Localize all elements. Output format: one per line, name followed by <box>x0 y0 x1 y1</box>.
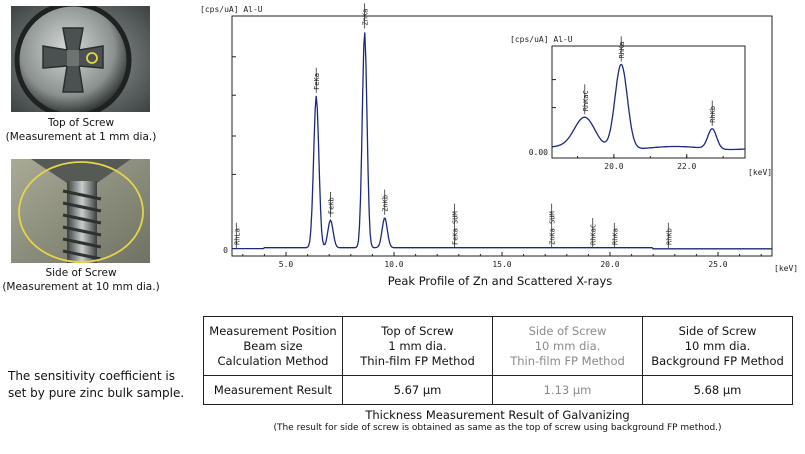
screw-top-photo <box>11 6 150 112</box>
main-spectrum-y-tick-label: 0 <box>223 246 228 255</box>
header-calculation-method: Calculation Method <box>217 353 329 368</box>
inset-spectrum-unit-label: [cps/uA] Al-U <box>510 35 573 44</box>
column-top-screw-thin-film: Top of Screw 1 mm dia. Thin-film FP Meth… <box>342 316 493 376</box>
column-side-screw-background: Side of Screw 10 mm dia. Background FP M… <box>642 316 793 376</box>
position-text: Side of Screw <box>528 323 607 338</box>
inset-spectrum-frame <box>551 45 746 159</box>
method-text: Thin-film FP Method <box>360 353 475 368</box>
beam-size-text: 10 mm dia. <box>534 338 601 353</box>
screw-top-caption-title: Top of Screw <box>47 117 115 129</box>
header-beam-size: Beam size <box>243 338 303 353</box>
peak-label: FeKb <box>327 197 335 214</box>
result-label-cell: Measurement Result <box>203 375 343 405</box>
peak-label: RhKa <box>618 42 626 59</box>
screw-top-caption-detail: (Measurement at 1 mm dia.) <box>5 131 157 143</box>
screw-side-caption-detail: (Measurement at 10 mm dia.) <box>2 281 160 293</box>
result-top-screw-thin-film: 5.67 μm <box>342 375 493 405</box>
beam-size-text: 1 mm dia. <box>388 338 447 353</box>
inset-spectrum-x-axis-label: [keV] <box>748 168 772 177</box>
inset-spectrum-x-tick-label: 22.0 <box>677 162 696 171</box>
table-row: Measurement Result 5.67 μm 1.13 μm 5.68 … <box>203 375 793 405</box>
header-measurement-position: Measurement Position <box>209 323 337 338</box>
peak-label: RhKaC <box>590 224 598 245</box>
position-text: Top of Screw <box>381 323 454 338</box>
main-spectrum-unit-label: [cps/uA] Al-U <box>200 5 263 14</box>
screw-top-caption: Top of Screw (Measurement at 1 mm dia.) <box>0 116 166 144</box>
inset-spectrum-y-tick-label: 0.00 <box>529 148 548 157</box>
main-spectrum-series-line <box>232 32 772 250</box>
method-text: Background FP Method <box>651 353 784 368</box>
main-spectrum-x-axis-label: [keV] <box>774 264 798 273</box>
peak-label: FeKa SUM <box>451 211 459 245</box>
peak-label: ZnKa <box>362 9 370 26</box>
table-row: Measurement Position Beam size Calculati… <box>203 316 793 376</box>
main-spectrum-x-tick-label: 20.0 <box>600 260 619 269</box>
sensitivity-note: The sensitivity coefficient is set by pu… <box>8 368 198 402</box>
main-spectrum-x-tick-label: 5.0 <box>279 260 294 269</box>
sensitivity-note-line-2: set by pure zinc bulk sample. <box>8 386 185 400</box>
xrf-spectrum-chart: [cps/uA] Al-U [keV] 5.0 10.0 15.0 20.0 25.0 0 Rh… <box>200 3 798 273</box>
main-spectrum-x-tick-label: 15.0 <box>492 260 511 269</box>
peak-label: RhKb <box>709 106 717 123</box>
column-side-screw-thin-film: Side of Screw 10 mm dia. Thin-film FP Me… <box>492 316 643 376</box>
inset-spectrum-x-tick-label: 20.0 <box>604 162 623 171</box>
chart-title: Peak Profile of Zn and Scattered X-rays <box>387 274 613 288</box>
sensitivity-note-line-1: The sensitivity coefficient is <box>8 369 176 383</box>
table-note: (The result for side of screw is obtaine… <box>273 423 722 433</box>
peak-label: RhLa <box>233 228 241 245</box>
peak-label: RhKb <box>665 228 673 245</box>
table-caption: Thickness Measurement Result of Galvaniz… <box>365 408 630 422</box>
main-spectrum-x-tick-label: 10.0 <box>384 260 403 269</box>
main-spectrum-x-tick-label: 25.0 <box>708 260 727 269</box>
result-side-screw-thin-film: 1.13 μm <box>492 375 643 405</box>
position-text: Side of Screw <box>678 323 757 338</box>
peak-label: ZnKb <box>382 195 390 212</box>
screw-side-caption: Side of Screw (Measurement at 10 mm dia.… <box>0 266 166 294</box>
inset-spectrum: [cps/uA] Al-U [keV] 20.0 22.0 0.00 RhKaC RhKa R… <box>510 35 772 177</box>
row-header-cell: Measurement Position Beam size Calculati… <box>203 316 343 376</box>
beam-size-text: 10 mm dia. <box>684 338 751 353</box>
screw-side-photo <box>11 159 150 263</box>
peak-label: RhKa <box>611 228 619 245</box>
peak-label: ZnKa SUM <box>549 211 557 245</box>
thickness-result-table: Measurement Position Beam size Calculati… <box>203 316 793 405</box>
result-side-screw-background: 5.68 μm <box>642 375 793 405</box>
peak-label: RhKaC <box>582 90 590 111</box>
screw-side-caption-title: Side of Screw <box>45 267 117 279</box>
inset-spectrum-series-line <box>552 63 745 151</box>
method-text: Thin-film FP Method <box>510 353 625 368</box>
peak-label: FeKa <box>313 73 321 90</box>
